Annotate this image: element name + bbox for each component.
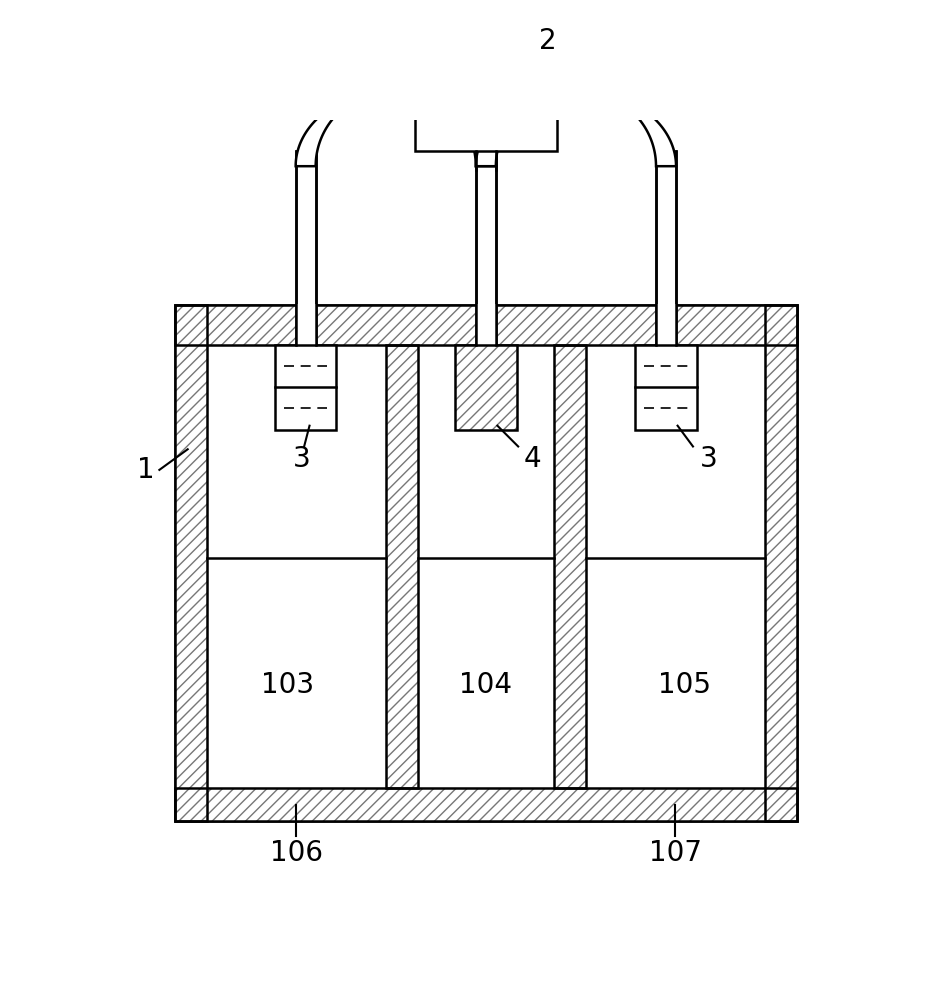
- Text: 104: 104: [460, 671, 512, 699]
- Bar: [656, 304, 676, 346]
- Bar: [386, 345, 418, 788]
- Bar: [174, 305, 797, 345]
- Bar: [765, 305, 797, 821]
- Bar: [174, 305, 797, 345]
- Bar: [174, 305, 797, 821]
- Bar: [296, 304, 316, 346]
- Bar: [296, 304, 316, 346]
- Bar: [296, 151, 316, 345]
- Bar: [174, 788, 797, 821]
- Bar: [765, 305, 797, 821]
- Text: 3: 3: [700, 445, 718, 473]
- Bar: [635, 345, 697, 430]
- Text: 105: 105: [658, 671, 711, 699]
- Bar: [455, 345, 517, 430]
- Text: 103: 103: [261, 671, 314, 699]
- Bar: [656, 304, 676, 346]
- Text: 4: 4: [523, 445, 541, 473]
- Polygon shape: [296, 90, 496, 166]
- Bar: [275, 345, 337, 430]
- Bar: [476, 304, 496, 346]
- Text: 1: 1: [137, 456, 155, 484]
- Bar: [386, 345, 418, 788]
- Bar: [554, 345, 586, 788]
- Bar: [554, 345, 586, 788]
- Polygon shape: [476, 90, 676, 166]
- Bar: [174, 305, 207, 821]
- Bar: [174, 788, 797, 821]
- Bar: [656, 151, 676, 345]
- Bar: [476, 304, 496, 346]
- Bar: [476, 151, 496, 345]
- Text: 106: 106: [270, 839, 323, 867]
- Text: 2: 2: [538, 27, 556, 55]
- Bar: [455, 345, 517, 430]
- Text: 107: 107: [648, 839, 702, 867]
- Bar: [414, 83, 557, 151]
- Text: 3: 3: [293, 445, 311, 473]
- Bar: [174, 305, 207, 821]
